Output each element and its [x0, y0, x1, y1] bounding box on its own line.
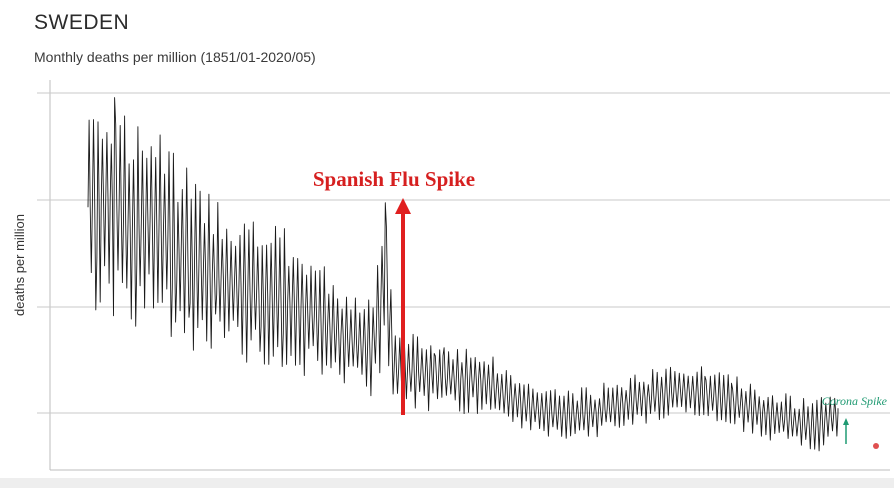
chart-title: SWEDEN — [34, 11, 130, 34]
corona-marker — [873, 443, 879, 449]
gridlines — [37, 92, 890, 414]
series-line-deaths — [87, 97, 839, 452]
corona-arrow-head — [843, 418, 849, 425]
y-axis-label: deaths per million — [12, 214, 27, 316]
spanish-flu-annotation: Spanish Flu Spike — [313, 167, 475, 191]
bottom-band — [0, 478, 894, 488]
chart-subtitle: Monthly deaths per million (1851/01-2020… — [34, 49, 316, 65]
corona-annotation: Corona Spike — [822, 394, 888, 408]
spanish-flu-arrow-head — [395, 198, 411, 214]
